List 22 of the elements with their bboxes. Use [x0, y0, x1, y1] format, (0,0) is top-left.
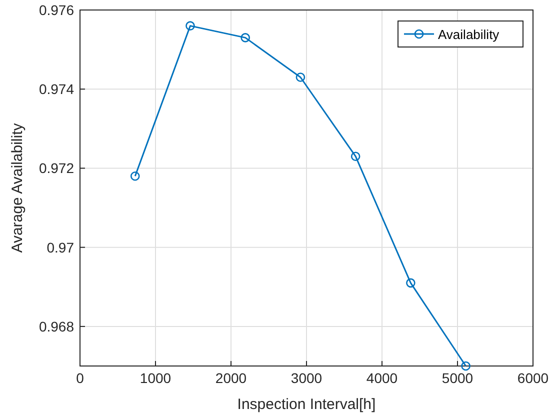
y-axis-title: Avarage Availability — [9, 122, 26, 253]
point — [350, 152, 360, 162]
x-tick-label: 2000 — [215, 370, 247, 386]
point — [406, 278, 416, 288]
x-tick-label: 0 — [76, 370, 84, 386]
x-tick-label: 3000 — [290, 370, 322, 386]
x-tick-label: 1000 — [140, 370, 172, 386]
legend-label: Availability — [438, 27, 500, 42]
y-tick-label: 0.972 — [38, 160, 74, 176]
x-tick-label: 4000 — [366, 370, 398, 386]
x-axis-title: Inspection Interval[h] — [237, 396, 376, 413]
point — [186, 21, 195, 30]
point — [240, 33, 250, 42]
point — [296, 72, 306, 82]
y-tick-label: 0.974 — [38, 81, 74, 98]
x-tick-label: 6000 — [517, 370, 549, 386]
y-tick-label: 0.976 — [38, 2, 74, 18]
y-tick-label: 0.97 — [46, 239, 74, 256]
x-tick-label: 5000 — [442, 370, 474, 386]
point — [130, 171, 140, 181]
y-tick-label: 0.968 — [38, 318, 74, 334]
point — [461, 361, 470, 371]
